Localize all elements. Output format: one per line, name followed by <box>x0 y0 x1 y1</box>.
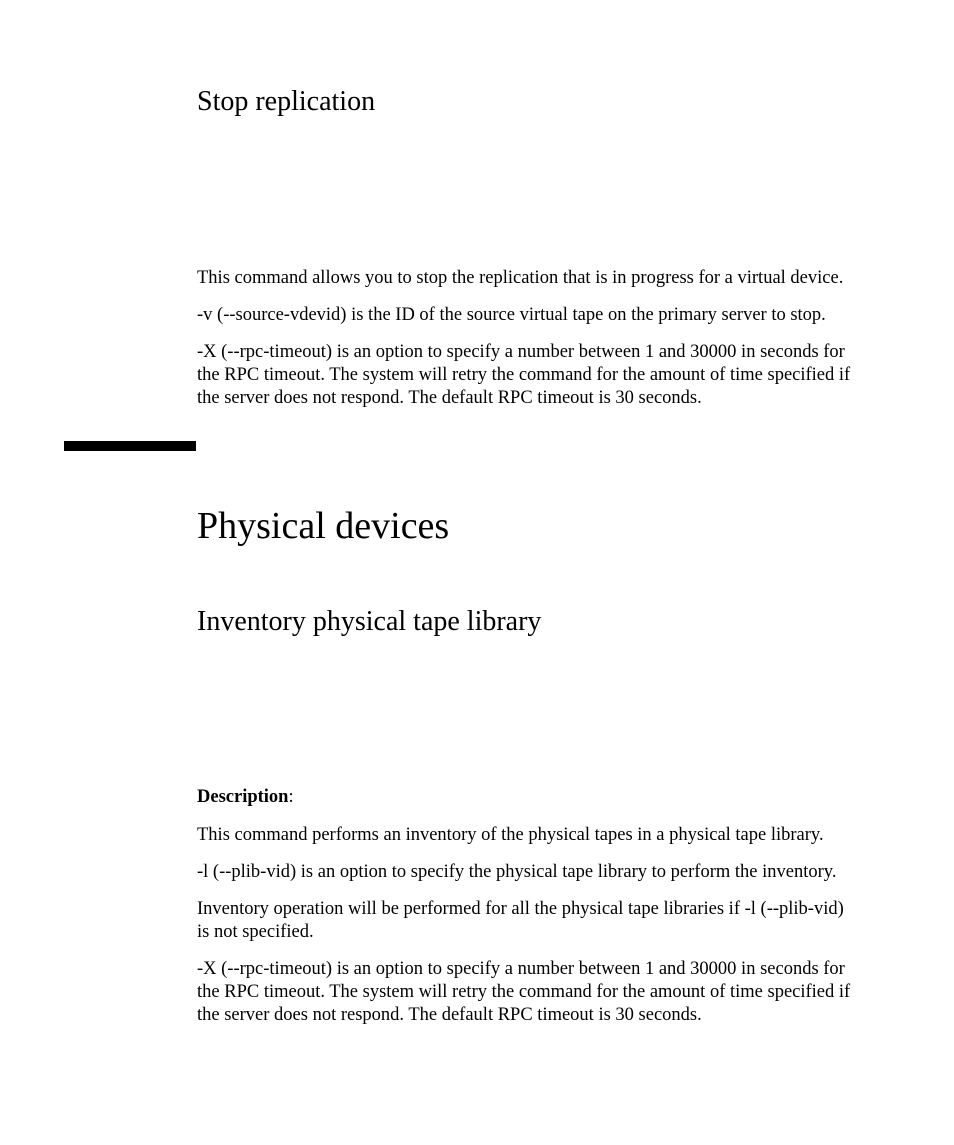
title-physical-devices: Physical devices <box>197 504 852 550</box>
heading-stop-replication: Stop replication <box>197 85 852 119</box>
content-column: Stop replication This command allows you… <box>197 85 852 1041</box>
section-divider <box>64 441 196 451</box>
heading-inventory-physical-tape-library: Inventory physical tape library <box>197 605 852 639</box>
paragraph: -X (--rpc-timeout) is an option to speci… <box>197 341 852 410</box>
description-label: Description <box>197 787 288 807</box>
page: Stop replication This command allows you… <box>0 0 954 1145</box>
paragraph: -l (--plib-vid) is an option to specify … <box>197 861 852 884</box>
spacer <box>197 466 852 504</box>
description-colon: : <box>288 787 293 807</box>
description-label-line: Description: <box>197 786 852 809</box>
paragraph: -v (--source-vdevid) is the ID of the so… <box>197 304 852 327</box>
spacer <box>197 424 852 466</box>
paragraph: -X (--rpc-timeout) is an option to speci… <box>197 958 852 1027</box>
paragraph: This command allows you to stop the repl… <box>197 267 852 290</box>
paragraph: This command performs an inventory of th… <box>197 824 852 847</box>
paragraph: Inventory operation will be performed fo… <box>197 898 852 944</box>
